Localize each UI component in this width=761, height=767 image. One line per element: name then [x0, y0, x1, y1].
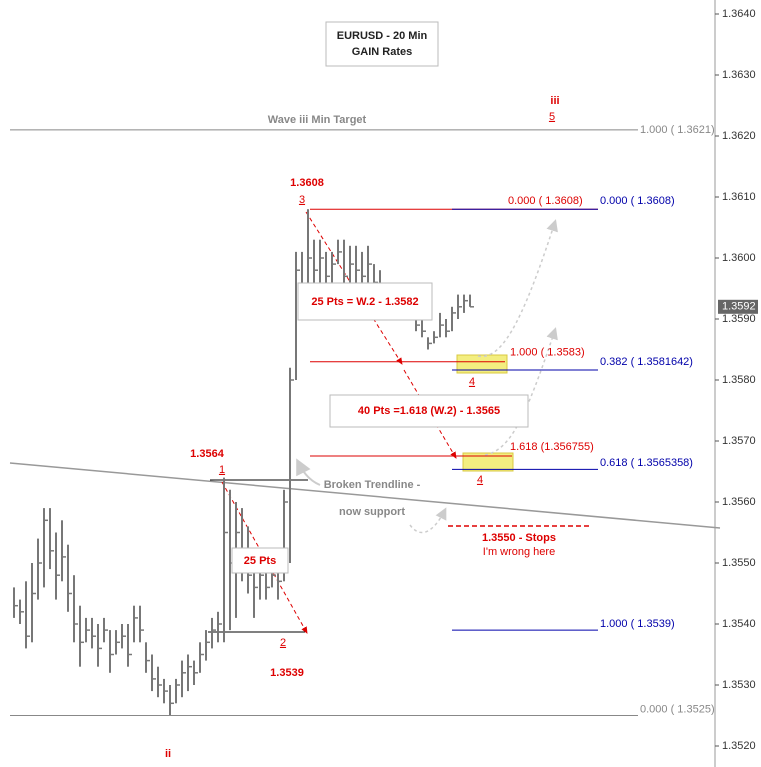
- overlays: EURUSD - 20 Min GAIN Rates Wave iii Min Ta…: [165, 21, 560, 760]
- y-tick-label: 1.3580: [722, 374, 756, 386]
- level-label: 0.618 ( 1.3565358): [600, 457, 693, 469]
- annotation: 2: [280, 637, 286, 649]
- callout-box: [231, 547, 289, 574]
- y-tick-label: 1.3600: [722, 252, 756, 264]
- callout-box: [297, 282, 433, 321]
- annotation: 4: [469, 376, 475, 388]
- projection-arrow: [484, 327, 558, 456]
- annotation: 1: [219, 464, 225, 476]
- y-tick-label: 1.3570: [722, 435, 756, 447]
- annotation: iii: [550, 95, 559, 107]
- y-tick-label: 1.3630: [722, 69, 756, 81]
- annotation: 1.3550 - Stops: [482, 532, 556, 544]
- annotation: now support: [339, 506, 405, 518]
- annotation: Broken Trendline -: [324, 479, 421, 491]
- y-tick-label: 1.3530: [722, 679, 756, 691]
- annotation: I'm wrong here: [483, 546, 555, 558]
- level-label: 1.000 ( 1.3583): [510, 347, 585, 359]
- projection-arrow: [477, 219, 558, 358]
- y-tick-label: 1.3610: [722, 191, 756, 203]
- level-label: 0.000 ( 1.3608): [600, 195, 675, 207]
- level-label: 1.000 ( 1.3539): [600, 618, 675, 630]
- annotation: 1.3539: [270, 667, 304, 679]
- annotation: 5: [549, 111, 555, 123]
- annotation: 25 Pts = W.2 - 1.3582: [311, 296, 418, 308]
- annotation: ii: [165, 748, 171, 760]
- y-tick-label: 1.3550: [722, 557, 756, 569]
- y-tick-label: 1.3620: [722, 130, 756, 142]
- y-tick-label: 1.3520: [722, 740, 756, 752]
- level-label: 0.000 ( 1.3525): [640, 703, 715, 715]
- y-tick-label: 1.3640: [722, 8, 756, 20]
- annotation: GAIN Rates: [352, 46, 413, 58]
- bars: [13, 209, 474, 716]
- level-label: 1.618 (1.356755): [510, 441, 594, 453]
- level-label: 1.000 ( 1.3621): [640, 124, 715, 136]
- last-price-box: [718, 299, 758, 314]
- projection-arrow: [409, 507, 447, 534]
- annotation: 4: [477, 474, 483, 486]
- annotation: 25 Pts: [244, 555, 276, 567]
- y-tick-label: 1.3590: [722, 313, 756, 325]
- annotation: 40 Pts =1.618 (W.2) - 1.3565: [358, 405, 500, 417]
- target-zone: [456, 354, 508, 374]
- callout-box: [329, 394, 529, 428]
- annotation: 1.3564: [190, 448, 225, 460]
- trendline: [9, 462, 721, 529]
- y-tick-label: 1.3540: [722, 618, 756, 630]
- y-tick-label: 1.3560: [722, 496, 756, 508]
- target-zone: [462, 452, 514, 472]
- last-price-label: 1.3592: [722, 301, 756, 313]
- projection-arrow: [296, 458, 321, 486]
- annotation: 1.3608: [290, 177, 324, 189]
- level-label: 0.382 ( 1.3581642): [600, 356, 693, 368]
- annotation: EURUSD - 20 Min: [337, 30, 428, 42]
- title-box: [325, 21, 439, 67]
- annotation: 3: [299, 194, 305, 206]
- annotation: Wave iii Min Target: [268, 114, 367, 126]
- move-arrow: [305, 211, 403, 365]
- level-label: 0.000 ( 1.3608): [508, 195, 583, 207]
